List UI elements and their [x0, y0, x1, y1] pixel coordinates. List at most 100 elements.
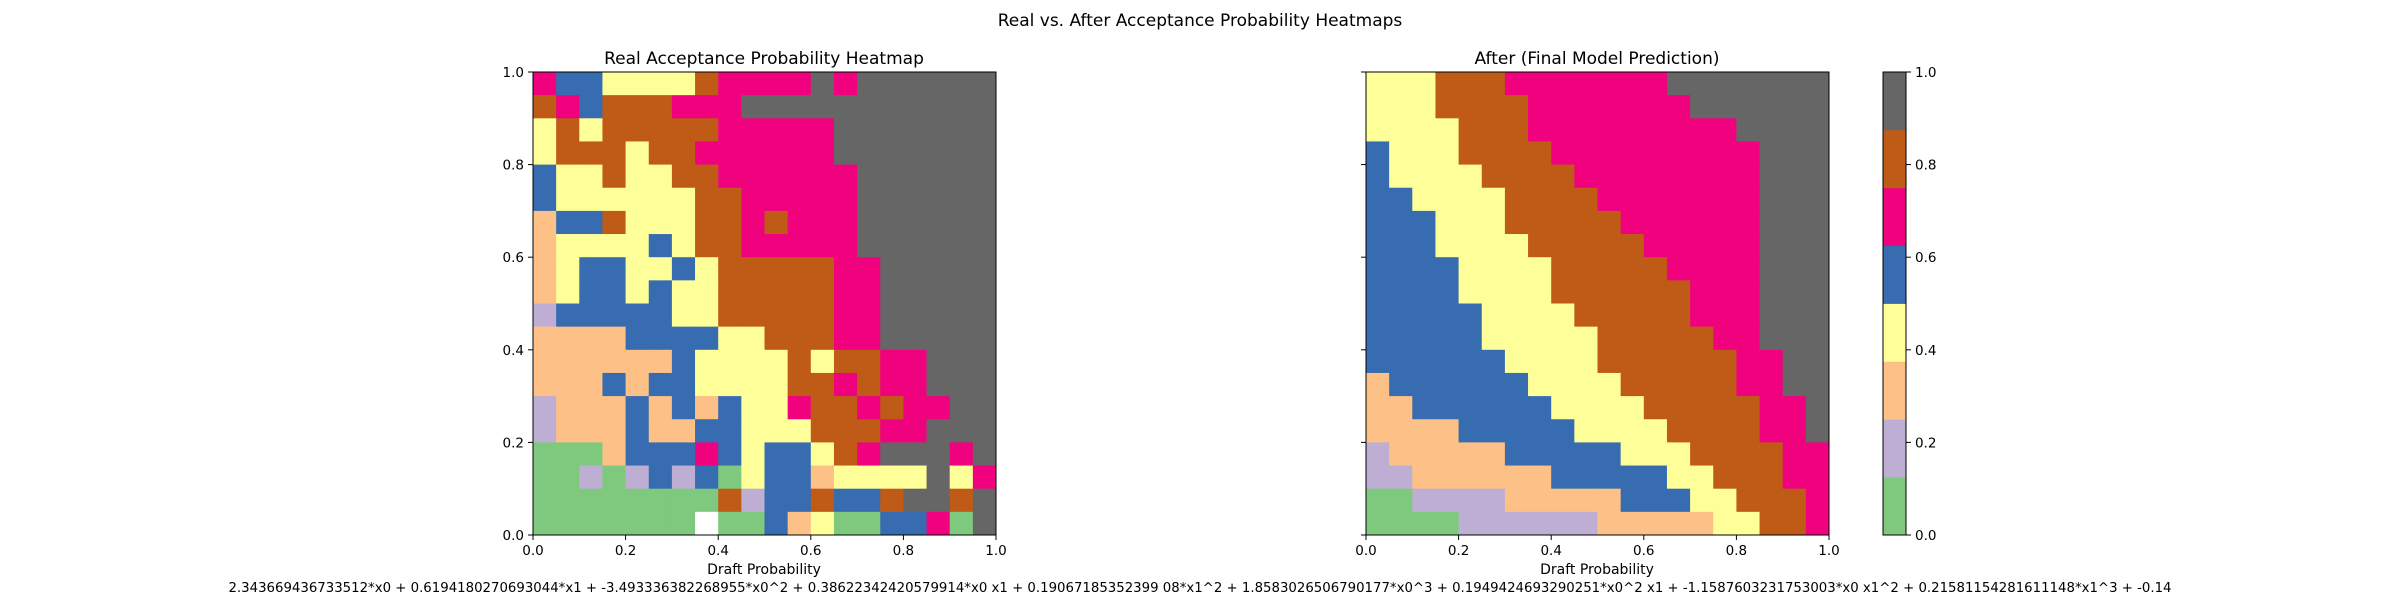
- real-heatmap-cell: [764, 118, 789, 142]
- real-heatmap-cell: [648, 95, 673, 119]
- model-heatmap-cell: [1736, 95, 1760, 119]
- real-heatmap-cell: [648, 465, 673, 490]
- real-heatmap-cell: [833, 303, 858, 328]
- model-heatmap-cell: [1458, 488, 1483, 513]
- real-heatmap-cell: [903, 419, 927, 443]
- model-heatmap-cell: [1597, 396, 1622, 420]
- real-heatmap-cell: [671, 372, 696, 397]
- model-heatmap-cell: [1435, 72, 1459, 96]
- model-x-tick-label: 0.2: [1448, 543, 1469, 559]
- model-heatmap-cell: [1736, 372, 1760, 397]
- model-heatmap-cell: [1620, 280, 1645, 304]
- model-heatmap-cell: [1805, 488, 1830, 513]
- real-heatmap-cell: [949, 187, 974, 212]
- real-heatmap-cell: [625, 488, 650, 513]
- real-heatmap-cell: [833, 396, 858, 420]
- model-heatmap-cell: [1458, 118, 1483, 142]
- model-heatmap-cell: [1366, 372, 1390, 397]
- real-heatmap-cell: [671, 164, 696, 189]
- real-heatmap-cell: [833, 210, 858, 235]
- real-heatmap-cell: [949, 396, 974, 420]
- real-heatmap-cell: [579, 210, 603, 235]
- model-heatmap-cell: [1643, 187, 1668, 212]
- real-heatmap-cell: [787, 141, 812, 165]
- model-heatmap-cell: [1782, 257, 1807, 281]
- model-heatmap-cell: [1504, 141, 1529, 165]
- model-heatmap-cell: [1597, 488, 1622, 513]
- real-heatmap-cell: [880, 488, 904, 513]
- real-heatmap-cell: [857, 396, 881, 420]
- model-heatmap-cell: [1389, 234, 1413, 258]
- model-heatmap-cell: [1690, 95, 1714, 119]
- real-heatmap-cell: [857, 141, 881, 165]
- model-heatmap-cell: [1759, 488, 1784, 513]
- model-heatmap-cell: [1736, 465, 1760, 490]
- model-heatmap-cell: [1528, 95, 1552, 119]
- real-heatmap-cell: [718, 141, 742, 165]
- model-heatmap-cell: [1528, 141, 1552, 165]
- model-heatmap-cell: [1643, 465, 1668, 490]
- real-heatmap-cell: [926, 95, 951, 119]
- model-heatmap-cell: [1643, 210, 1668, 235]
- real-heatmap-cell: [810, 303, 835, 328]
- real-heatmap-cell: [533, 164, 557, 189]
- model-heatmap-cell: [1412, 511, 1436, 536]
- real-heatmap-cell: [787, 349, 812, 374]
- model-heatmap-cell: [1504, 187, 1529, 212]
- real-heatmap-cell: [972, 303, 997, 328]
- model-heatmap-cell: [1412, 164, 1436, 189]
- real-heatmap-cell: [949, 488, 974, 513]
- real-heatmap-cell: [533, 326, 557, 351]
- real-heatmap-cell: [949, 280, 974, 304]
- real-heatmap-cell: [533, 187, 557, 212]
- real-heatmap-cell: [556, 234, 580, 258]
- model-heatmap-cell: [1412, 488, 1436, 513]
- model-heatmap-cell: [1528, 187, 1552, 212]
- real-heatmap-cell: [718, 372, 742, 397]
- real-heatmap-cell: [810, 511, 835, 536]
- model-heatmap-cell: [1713, 210, 1737, 235]
- real-heatmap-cell: [810, 419, 835, 443]
- colorbar-segment: [1883, 72, 1906, 131]
- model-heatmap-cell: [1504, 210, 1529, 235]
- real-heatmap-cell: [695, 210, 719, 235]
- model-heatmap-cell: [1666, 187, 1691, 212]
- real-heatmap-cell: [695, 187, 719, 212]
- model-heatmap-cell: [1504, 372, 1529, 397]
- real-heatmap-cell: [602, 118, 626, 142]
- model-heatmap-cell: [1528, 118, 1552, 142]
- real-heatmap-cell: [625, 210, 650, 235]
- model-heatmap-frame: [1365, 71, 1830, 536]
- model-heatmap-cell: [1643, 280, 1668, 304]
- real-heatmap-cell: [926, 442, 951, 466]
- model-heatmap-cell: [1481, 442, 1506, 466]
- real-heatmap-cell: [880, 141, 904, 165]
- real-heatmap-cell: [556, 396, 580, 420]
- model-heatmap-cell: [1435, 349, 1459, 374]
- model-heatmap-cell: [1412, 465, 1436, 490]
- model-heatmap-cell: [1412, 118, 1436, 142]
- model-heatmap-cell: [1435, 511, 1459, 536]
- real-y-tick-label: 1.0: [503, 65, 524, 81]
- real-heatmap-cell: [671, 280, 696, 304]
- real-heatmap-cell: [533, 95, 557, 119]
- real-heatmap-cell: [903, 488, 927, 513]
- real-heatmap-cell: [718, 257, 742, 281]
- real-heatmap-cell: [602, 372, 626, 397]
- real-heatmap-cell: [833, 72, 858, 96]
- model-heatmap-cell: [1666, 210, 1691, 235]
- model-heatmap-cell: [1574, 72, 1598, 96]
- model-heatmap-cell: [1574, 164, 1598, 189]
- real-heatmap-cell: [972, 257, 997, 281]
- model-heatmap-cell: [1574, 372, 1598, 397]
- real-heatmap-cell: [602, 488, 626, 513]
- model-heatmap-cell: [1690, 511, 1714, 536]
- real-heatmap-cell: [926, 488, 951, 513]
- real-heatmap-cell: [718, 210, 742, 235]
- real-heatmap-cell: [833, 465, 858, 490]
- model-heatmap-cell: [1759, 465, 1784, 490]
- real-heatmap-cell: [741, 234, 765, 258]
- model-heatmap-cell: [1528, 419, 1552, 443]
- real-heatmap-cell: [949, 234, 974, 258]
